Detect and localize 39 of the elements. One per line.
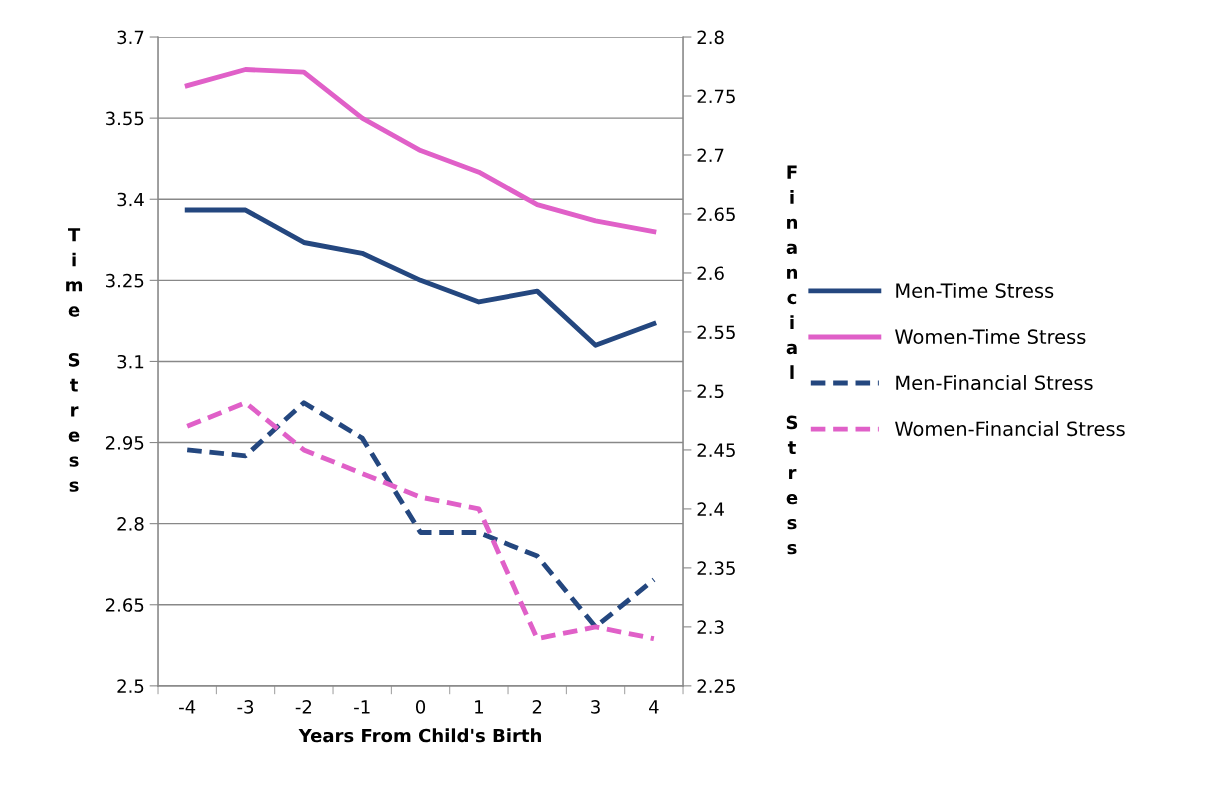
- y2-tick-label: 2.25: [697, 679, 735, 693]
- x-tick-label: 4: [649, 700, 659, 714]
- y-tick-label: 2.5: [117, 679, 144, 693]
- x-axis-title: Years From Child's Birth: [298, 728, 541, 743]
- y2-tick-label: 2.4: [697, 502, 724, 516]
- x-tick-label: -4: [179, 700, 196, 714]
- x-tick-label: -2: [295, 700, 312, 714]
- y2-tick-label: 2.3: [697, 620, 724, 634]
- legend-label: Women-Financial Stress: [895, 421, 1125, 437]
- legend-label: Women-Time Stress: [895, 329, 1086, 345]
- text: Financial Stress: [786, 165, 798, 555]
- x-tick-label: 2: [532, 700, 542, 714]
- y-tick-label: 3.1: [117, 354, 144, 369]
- y-tick-label: 2.65: [105, 598, 144, 612]
- legend-label: Men-Financial Stress: [896, 375, 1093, 391]
- y2-tick-label: 2.35: [697, 561, 735, 576]
- y-tick-label: 3.55: [106, 111, 144, 126]
- y-tick-label: 3.7: [117, 30, 144, 45]
- legend-label: Men-Time Stress: [896, 282, 1054, 299]
- text: Time Stress: [66, 228, 83, 492]
- y2-tick-label: 2.55: [697, 325, 735, 340]
- y2-tick-label: 2.7: [697, 148, 724, 162]
- y-tick-label: 3.25: [106, 273, 144, 288]
- x-tick-label: 3: [591, 700, 600, 714]
- y2-tick-label: 2.65: [697, 207, 735, 222]
- x-tick-label: -3: [237, 700, 254, 714]
- x-tick-label: 1: [475, 700, 483, 714]
- x-tick-label: -1: [354, 700, 370, 714]
- y2-tick-label: 2.6: [697, 266, 724, 281]
- y2-tick-label: 2.45: [697, 443, 735, 458]
- y-tick-label: 2.95: [105, 436, 144, 450]
- y-tick-label: 2.8: [117, 517, 144, 531]
- y2-tick-label: 2.75: [697, 89, 735, 104]
- line-series: [184, 207, 657, 348]
- y2-tick-label: 2.8: [697, 30, 724, 45]
- x-tick-label: 0: [415, 700, 426, 714]
- y2-tick-label: 2.5: [697, 384, 724, 399]
- line-series: [184, 67, 657, 235]
- y-tick-label: 3.4: [117, 192, 144, 207]
